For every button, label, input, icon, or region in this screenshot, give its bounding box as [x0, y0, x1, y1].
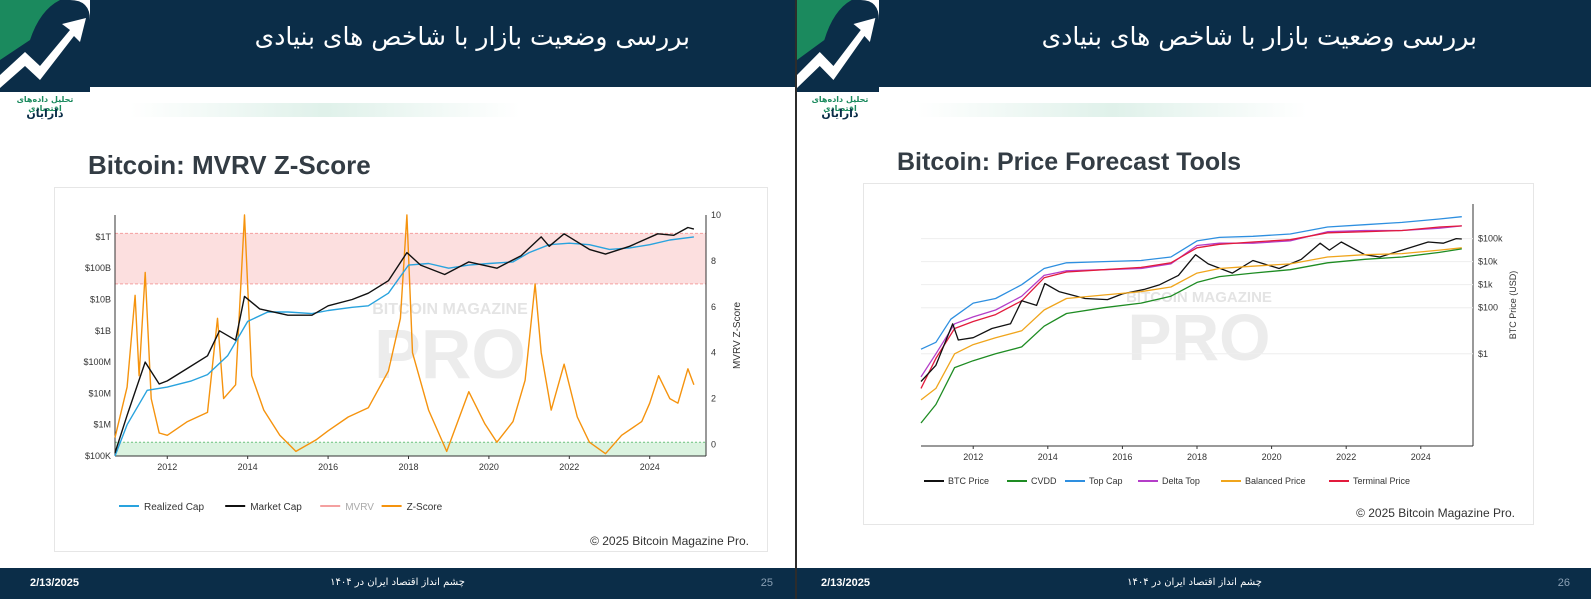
- y-right-axis-label: MVRV Z-Score: [732, 302, 743, 369]
- footer: 2/13/2025 چشم انداز اقتصاد ایران در ۱۴۰۴…: [797, 568, 1591, 599]
- legend-label-btc-price: BTC Price: [948, 476, 989, 486]
- y-right-tick-label: $1: [1478, 349, 1488, 359]
- x-tick-label: 2020: [1262, 452, 1282, 462]
- series-cvdd: [920, 248, 1462, 424]
- series-btc-price: [920, 237, 1462, 382]
- y-left-tick-label: $100M: [83, 357, 111, 367]
- logo-name: دارایان: [821, 107, 859, 120]
- y-right-tick-label: 2: [711, 394, 716, 404]
- y-left-tick-label: $1T: [95, 232, 111, 242]
- series-z-score: [114, 214, 695, 455]
- overvalued-band: [115, 233, 706, 284]
- legend-label-cvdd: CVDD: [1031, 476, 1057, 486]
- chart-card: BITCOIN MAGAZINE PRO $100k $10k $1k $100 $1 BTC…: [863, 183, 1534, 525]
- copyright: © 2025 Bitcoin Magazine Pro.: [590, 534, 749, 548]
- daraian-logo: تحلیل داده‌های اقتصادی دارایان: [0, 0, 90, 120]
- footer-caption: چشم انداز اقتصاد ایران در ۱۴۰۴: [1127, 577, 1262, 588]
- header-title: بررسی وضعیت بازار با شاخص های بنیادی: [254, 22, 690, 51]
- copyright: © 2025 Bitcoin Magazine Pro.: [1356, 506, 1515, 520]
- logo-subtitle: تحلیل داده‌های اقتصادی: [16, 95, 74, 113]
- y-right-tick-label: $100k: [1478, 234, 1503, 244]
- y-left-tick-label: $100B: [85, 263, 111, 273]
- series-top-cap: [920, 216, 1462, 350]
- x-tick-label: 2016: [318, 462, 338, 472]
- y-left-tick-label: $100K: [85, 451, 111, 461]
- x-tick-label: 2020: [479, 462, 499, 472]
- legend-label-market-cap: Market Cap: [250, 502, 302, 513]
- header-bar: بررسی وضعیت بازار با شاخص های بنیادی: [90, 0, 795, 87]
- y-left-tick-label: $10M: [88, 388, 111, 398]
- series-realized-cap: [114, 236, 694, 457]
- x-tick-label: 2024: [1411, 452, 1431, 462]
- watermark-pro: PRO: [1127, 300, 1270, 374]
- x-tick-label: 2012: [963, 452, 983, 462]
- chart-card: BITCOIN MAGAZINE PRO $100K $1M $10M $100M $1B $…: [54, 187, 768, 552]
- chart-title: Bitcoin: Price Forecast Tools: [897, 148, 1242, 176]
- y-right-tick-label: 4: [711, 348, 716, 358]
- page-number: 26: [1557, 577, 1570, 589]
- logo-subtitle: تحلیل داده‌های اقتصادی: [811, 95, 869, 113]
- y-right-tick-label: $100: [1478, 303, 1498, 313]
- chart-arrow-icon: [0, 0, 90, 92]
- x-tick-label: 2014: [238, 462, 258, 472]
- footer-date: 2/13/2025: [30, 577, 79, 589]
- y-right-tick-label: 6: [711, 302, 716, 312]
- x-tick-label: 2018: [1187, 452, 1207, 462]
- series-market-cap: [114, 226, 695, 454]
- decorative-fade: [917, 103, 1307, 117]
- x-tick-label: 2012: [157, 462, 177, 472]
- y-right-tick-label: $1k: [1478, 280, 1493, 290]
- footer-caption: چشم انداز اقتصاد ایران در ۱۴۰۴: [330, 577, 465, 588]
- chart-title: Bitcoin: MVRV Z-Score: [88, 150, 371, 180]
- daraian-logo: تحلیل داده‌های اقتصادی دارایان: [797, 0, 887, 120]
- decorative-fade: [130, 103, 520, 117]
- legend-label-balanced-price: Balanced Price: [1245, 476, 1306, 486]
- header-title: بررسی وضعیت بازار با شاخص های بنیادی: [1041, 22, 1477, 51]
- legend-label-terminal-price: Terminal Price: [1353, 476, 1410, 486]
- y-left-tick-label: $1B: [95, 326, 111, 336]
- logo-name: دارایان: [26, 107, 64, 120]
- undervalued-band: [115, 442, 706, 456]
- x-tick-label: 2018: [398, 462, 418, 472]
- mvrv-zscore-chart: BITCOIN MAGAZINEPRO$100K$1M$10M$100M$1B$…: [83, 210, 743, 513]
- slide-divider: [795, 0, 797, 599]
- x-tick-label: 2016: [1112, 452, 1132, 462]
- legend-label-top-cap: Top Cap: [1089, 476, 1123, 486]
- legend-label-delta-top: Delta Top: [1162, 476, 1200, 486]
- x-tick-label: 2024: [640, 462, 660, 472]
- header-bar: بررسی وضعیت بازار با شاخص های بنیادی: [879, 0, 1591, 87]
- y-right-tick-label: 8: [711, 256, 716, 266]
- footer-date: 2/13/2025: [821, 577, 870, 589]
- y-right-tick-label: $10k: [1478, 257, 1498, 267]
- series-terminal-price: [920, 225, 1462, 389]
- legend-label-z-score: Z-Score: [407, 502, 443, 513]
- x-tick-label: 2022: [1336, 452, 1356, 462]
- y-left-tick-label: $10B: [90, 295, 111, 305]
- y-right-tick-label: 0: [711, 440, 716, 450]
- y-left-tick-label: $1M: [93, 420, 111, 430]
- chart-arrow-icon: [797, 0, 879, 92]
- y-right-tick-label: 10: [711, 210, 721, 220]
- y-right-axis-label: BTC Price (USD): [1508, 271, 1518, 340]
- page-number: 25: [760, 577, 773, 589]
- footer: 2/13/2025 چشم انداز اقتصاد ایران در ۱۴۰۴…: [0, 568, 795, 599]
- legend-label-mvrv: MVRV: [345, 502, 374, 513]
- watermark-pro: PRO: [374, 315, 526, 393]
- x-tick-label: 2014: [1038, 452, 1058, 462]
- slide-26: بررسی وضعیت بازار با شاخص های بنیادی تحل…: [797, 0, 1591, 599]
- slide-25: بررسی وضعیت بازار با شاخص های بنیادی تحل…: [0, 0, 795, 599]
- watermark-top: BITCOIN MAGAZINE: [1126, 289, 1272, 306]
- series-delta-top: [920, 225, 1462, 378]
- legend-label-realized-cap: Realized Cap: [144, 502, 204, 513]
- x-tick-label: 2022: [559, 462, 579, 472]
- series-balanced-price: [920, 247, 1462, 401]
